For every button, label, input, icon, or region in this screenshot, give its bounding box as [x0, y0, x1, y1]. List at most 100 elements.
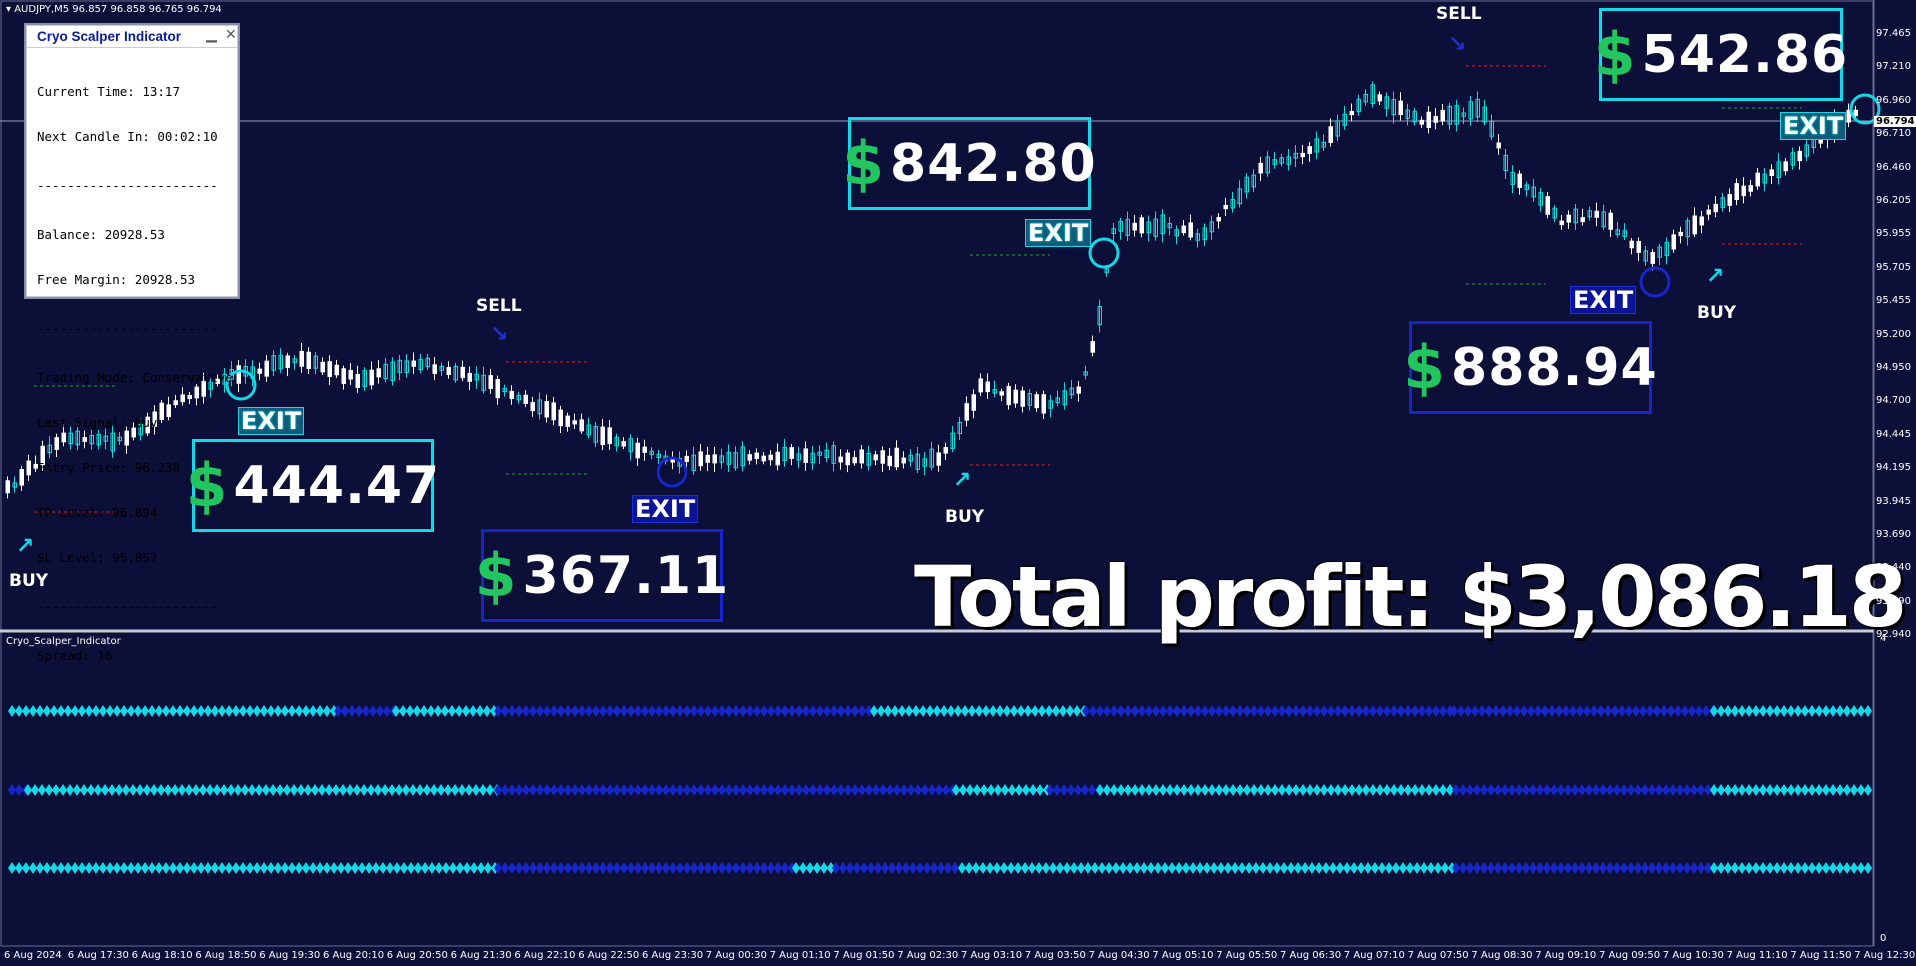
- exit-circle-icon: [225, 369, 257, 401]
- panel-line-last-signal: Last Signal: Buy: [37, 415, 158, 430]
- signal-diamond-icon: [606, 705, 614, 717]
- signal-diamond-icon: [50, 862, 58, 874]
- signal-diamond-icon: [1341, 784, 1349, 796]
- signal-diamond-icon: [1459, 862, 1467, 874]
- signal-diamond-icon: [50, 705, 58, 717]
- candle-body: [698, 451, 703, 467]
- signal-diamond-icon: [578, 862, 586, 874]
- signal-diamond-icon: [399, 705, 407, 717]
- signal-diamond-icon: [1613, 862, 1621, 874]
- signal-diamond-icon: [697, 705, 705, 717]
- signal-diamond-icon: [557, 784, 565, 796]
- signal-diamond-icon: [1348, 705, 1356, 717]
- signal-diamond-icon: [1252, 862, 1260, 874]
- signal-diamond-icon: [1145, 784, 1153, 796]
- candle-body: [593, 425, 598, 443]
- close-icon[interactable]: ✕: [225, 27, 237, 43]
- signal-diamond-icon: [1434, 862, 1442, 874]
- signal-diamond-icon: [253, 705, 261, 717]
- signal-diamond-icon: [87, 784, 95, 796]
- signal-diamond-icon: [1801, 862, 1809, 874]
- signal-diamond-icon: [515, 705, 523, 717]
- signal-diamond-icon: [1273, 862, 1281, 874]
- candle-body: [1643, 250, 1648, 262]
- signal-diamond-icon: [1031, 705, 1039, 717]
- dollar-icon: $: [185, 450, 228, 521]
- signal-diamond-icon: [1096, 784, 1104, 796]
- signal-diamond-icon: [414, 862, 422, 874]
- signal-diamond-icon: [36, 862, 44, 874]
- signal-diamond-icon: [1464, 705, 1472, 717]
- panel-title-bar[interactable]: Cryo Scalper Indicator ▁ ✕: [26, 25, 238, 48]
- signal-diamond-icon: [1362, 705, 1370, 717]
- candle-body: [1020, 390, 1025, 407]
- panel-line-free-margin: Free Margin: 20928.53: [37, 272, 196, 287]
- signal-diamond-icon: [799, 862, 807, 874]
- signal-diamond-icon: [470, 862, 478, 874]
- signal-diamond-icon: [1446, 784, 1454, 796]
- time-tick-label: 7 Aug 05:10: [1152, 950, 1214, 961]
- candle-body: [1664, 242, 1669, 257]
- signal-diamond-icon: [337, 862, 345, 874]
- candle-body: [481, 374, 486, 391]
- signal-diamond-icon: [690, 705, 698, 717]
- signal-diamond-icon: [78, 705, 86, 717]
- signal-diamond-icon: [8, 784, 16, 796]
- candle-body: [1041, 394, 1046, 414]
- time-tick-label: 6 Aug 22:50: [578, 950, 640, 961]
- candle-body: [1307, 146, 1312, 155]
- signal-diamond-icon: [106, 705, 114, 717]
- candle-body: [1083, 371, 1088, 376]
- candle-body: [397, 359, 402, 373]
- time-tick-label: 7 Aug 04:30: [1088, 950, 1150, 961]
- signal-diamond-icon: [627, 784, 635, 796]
- signal-diamond-icon: [1413, 862, 1421, 874]
- total-profit: Total profit: $3,086.18: [914, 548, 1907, 646]
- signal-diamond-icon: [1564, 862, 1572, 874]
- candle-body: [285, 355, 290, 368]
- signal-diamond-icon: [318, 784, 326, 796]
- signal-diamond-icon: [1404, 784, 1412, 796]
- indicator-label: Cryo_Scalper_Indicator: [6, 636, 121, 647]
- candle-body: [796, 453, 801, 461]
- candle-body: [89, 435, 94, 445]
- signal-diamond-icon: [881, 862, 889, 874]
- signal-diamond-icon: [613, 862, 621, 874]
- signal-diamond-icon: [1082, 705, 1090, 717]
- minimize-icon[interactable]: ▁: [206, 27, 217, 43]
- signal-diamond-icon: [1266, 862, 1274, 874]
- candle-body: [1790, 152, 1795, 166]
- signal-diamond-icon: [839, 862, 847, 874]
- signal-diamond-icon: [933, 705, 941, 717]
- candle-body: [943, 447, 948, 454]
- signal-diamond-icon: [1773, 705, 1781, 717]
- candle-body: [1804, 144, 1809, 157]
- signal-diamond-icon: [1355, 784, 1363, 796]
- signal-diamond-icon: [683, 784, 691, 796]
- candle-body: [1671, 234, 1676, 250]
- signal-diamond-icon: [479, 784, 487, 796]
- signal-diamond-icon: [1046, 784, 1054, 796]
- signal-diamond-icon: [148, 862, 156, 874]
- signal-diamond-icon: [928, 784, 936, 796]
- candle-body: [187, 395, 192, 400]
- signal-diamond-icon: [1294, 862, 1302, 874]
- candle-body: [306, 351, 311, 370]
- signal-diamond-icon: [1794, 705, 1802, 717]
- candle-body: [726, 451, 731, 465]
- signal-diamond-icon: [662, 705, 670, 717]
- signal-diamond-icon: [662, 862, 670, 874]
- signal-diamond-icon: [483, 705, 491, 717]
- candle-body: [509, 390, 514, 400]
- signal-diamond-icon: [1829, 705, 1837, 717]
- signal-diamond-icon: [753, 705, 761, 717]
- signal-diamond-icon: [599, 784, 607, 796]
- signal-diamond-icon: [902, 862, 910, 874]
- signal-diamond-icon: [550, 784, 558, 796]
- candle-body: [19, 469, 24, 486]
- info-panel[interactable]: Cryo Scalper Indicator ▁ ✕ Current Time:…: [24, 23, 240, 663]
- dropdown-triangle-icon[interactable]: ▾: [6, 4, 12, 15]
- panel-line-entry-price: Entry Price: 96.230: [37, 460, 180, 475]
- signal-diamond-icon: [1766, 784, 1774, 796]
